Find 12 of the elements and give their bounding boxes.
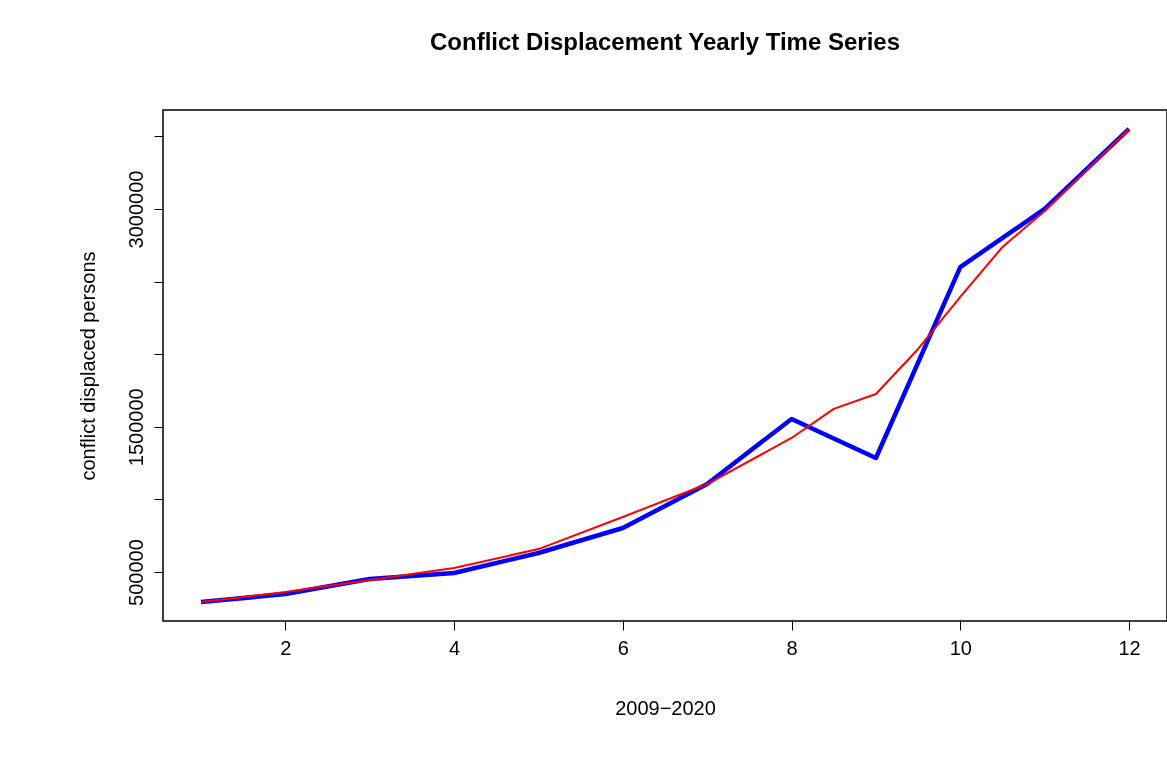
y-axis-title: conflict displaced persons (76, 251, 99, 481)
x-tick-label: 4 (449, 636, 461, 659)
x-tick-label: 6 (617, 636, 629, 659)
x-tick-label: 10 (949, 636, 972, 659)
x-tick-label: 8 (786, 636, 798, 659)
chart-title: Conflict Displacement Yearly Time Series (430, 28, 900, 55)
x-tick-label: 2 (280, 636, 292, 659)
x-axis-title: 2009−2020 (615, 696, 716, 719)
x-tick-label: 12 (1118, 636, 1141, 659)
y-tick-label: 1500000 (124, 388, 147, 467)
y-tick-label: 500000 (124, 539, 147, 606)
y-tick-label: 3000000 (124, 170, 147, 249)
